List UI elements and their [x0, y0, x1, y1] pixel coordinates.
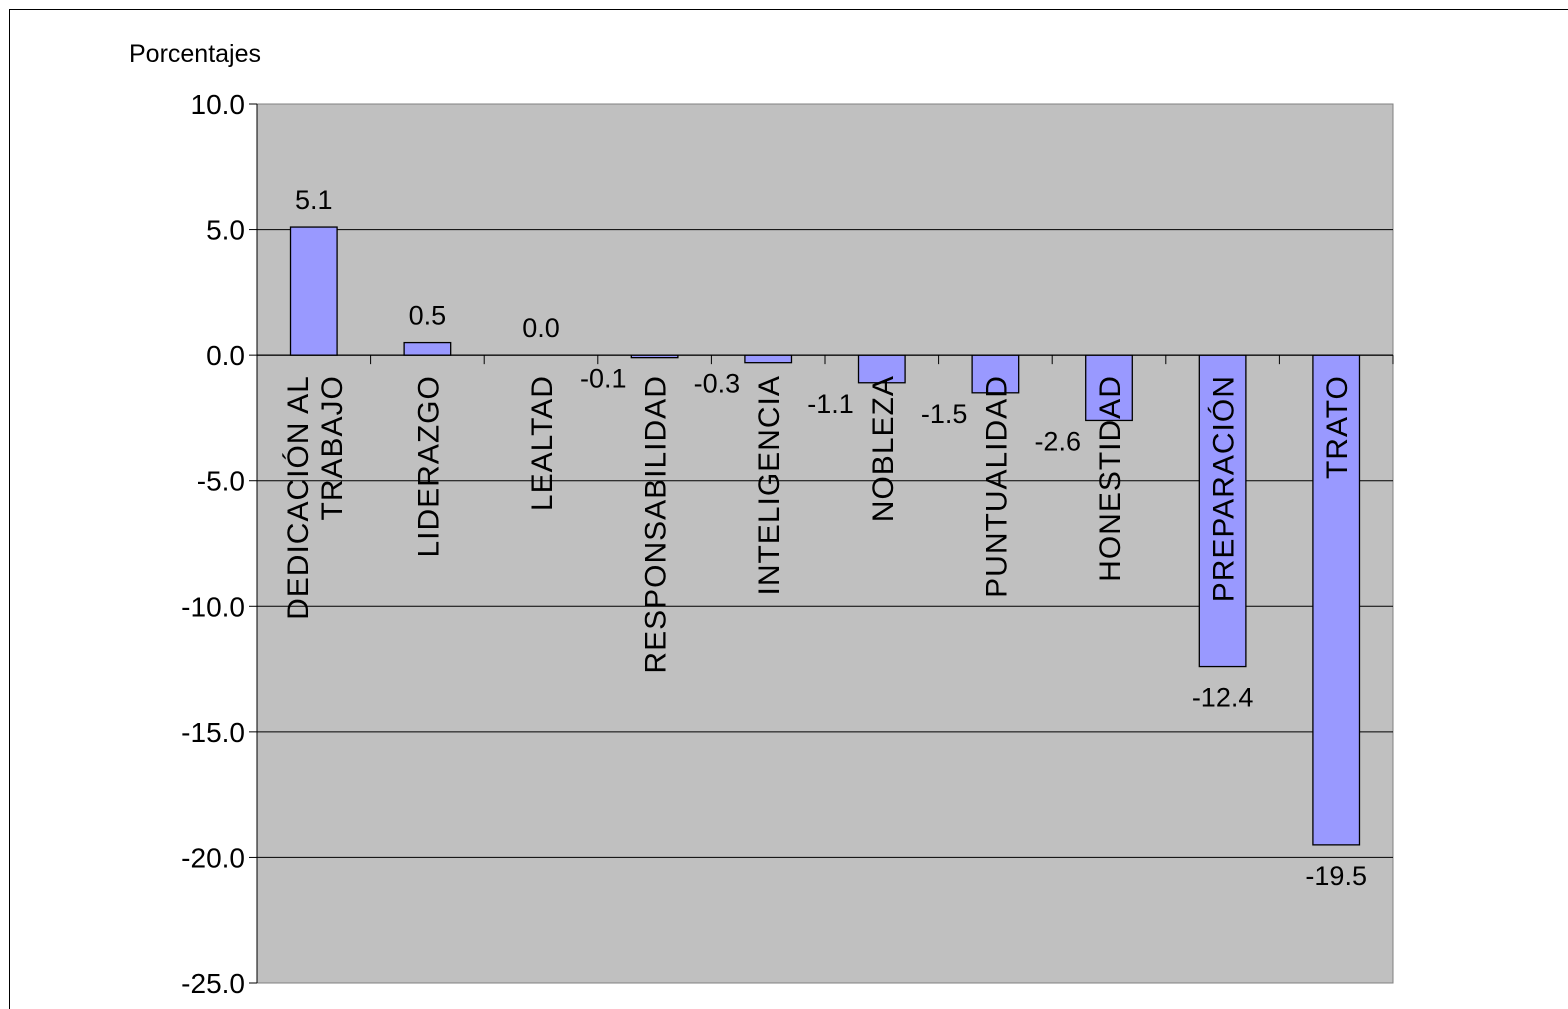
- category-label-line: NOBLEZA: [867, 375, 900, 522]
- category-label: DEDICACIÓN AL TRABAJO: [282, 375, 349, 620]
- value-label: -0.3: [694, 369, 741, 399]
- value-label: -2.6: [1034, 426, 1081, 456]
- y-axis-title: Porcentajes: [129, 40, 261, 68]
- category-label-line: RESPONSABILIDAD: [640, 375, 673, 673]
- category-label-line: LIDERAZGO: [412, 375, 445, 557]
- bar: [1085, 354, 1133, 422]
- y-tick-label: -5.0: [197, 466, 245, 497]
- category-label: RESPONSABILIDAD: [640, 375, 673, 673]
- category-label: NOBLEZA: [867, 375, 900, 522]
- value-label: -19.5: [1305, 861, 1367, 891]
- category-label: TRATO: [1321, 375, 1354, 479]
- bar: [289, 226, 338, 356]
- x-axis: [256, 354, 1394, 365]
- category-label-line: HONESTIDAD: [1094, 375, 1127, 582]
- y-tick-label: -10.0: [181, 591, 245, 622]
- value-label: -1.1: [807, 389, 854, 419]
- category-label-line: PUNTUALIDAD: [980, 375, 1013, 598]
- category-label: PUNTUALIDAD: [980, 375, 1013, 598]
- category-label-line: PREPARACIÓN: [1208, 375, 1241, 602]
- y-tick-label: -15.0: [181, 717, 245, 748]
- category-label-line: TRATO: [1321, 375, 1354, 479]
- y-axis: 10.0 5.0 0.0 -5.0 -10.0 -15.0 -20.0 -25.0: [181, 89, 258, 999]
- value-label: -1.5: [921, 399, 968, 429]
- value-label: 5.1: [295, 185, 333, 215]
- category-labels: DEDICACIÓN AL TRABAJO LIDERAZGO LEALTAD RESP…: [282, 375, 1354, 673]
- category-label: LIDERAZGO: [412, 375, 445, 557]
- y-tick-label: -20.0: [181, 842, 245, 873]
- bars: [289, 226, 1361, 846]
- value-label: 0.0: [522, 313, 560, 343]
- y-tick-label: 0.0: [206, 340, 245, 371]
- category-label-line: DEDICACIÓN AL: [282, 375, 315, 620]
- value-labels: 5.1 0.5 0.0 -0.1 -0.3 -1.1 -1.5 -2.6 -12.4 -19.5: [295, 185, 1367, 891]
- category-label: INTELIGENCIA: [753, 375, 786, 595]
- category-label: HONESTIDAD: [1094, 375, 1127, 582]
- bar: [971, 354, 1020, 394]
- bar: [403, 341, 452, 356]
- y-tick-label: 10.0: [191, 89, 246, 120]
- category-label: PREPARACIÓN: [1208, 375, 1241, 602]
- bar: [857, 354, 906, 384]
- y-tick-label: 5.0: [206, 215, 245, 246]
- category-label: LEALTAD: [526, 375, 559, 511]
- bar: [1312, 354, 1361, 846]
- value-label: -0.1: [580, 364, 627, 394]
- category-label-line: TRABAJO: [316, 375, 349, 520]
- bar: [744, 354, 793, 364]
- category-label-line: INTELIGENCIA: [753, 375, 786, 595]
- value-label: -12.4: [1192, 683, 1254, 713]
- value-label: 0.5: [409, 301, 447, 331]
- y-tick-label: -25.0: [181, 968, 245, 999]
- category-label-line: LEALTAD: [526, 375, 559, 511]
